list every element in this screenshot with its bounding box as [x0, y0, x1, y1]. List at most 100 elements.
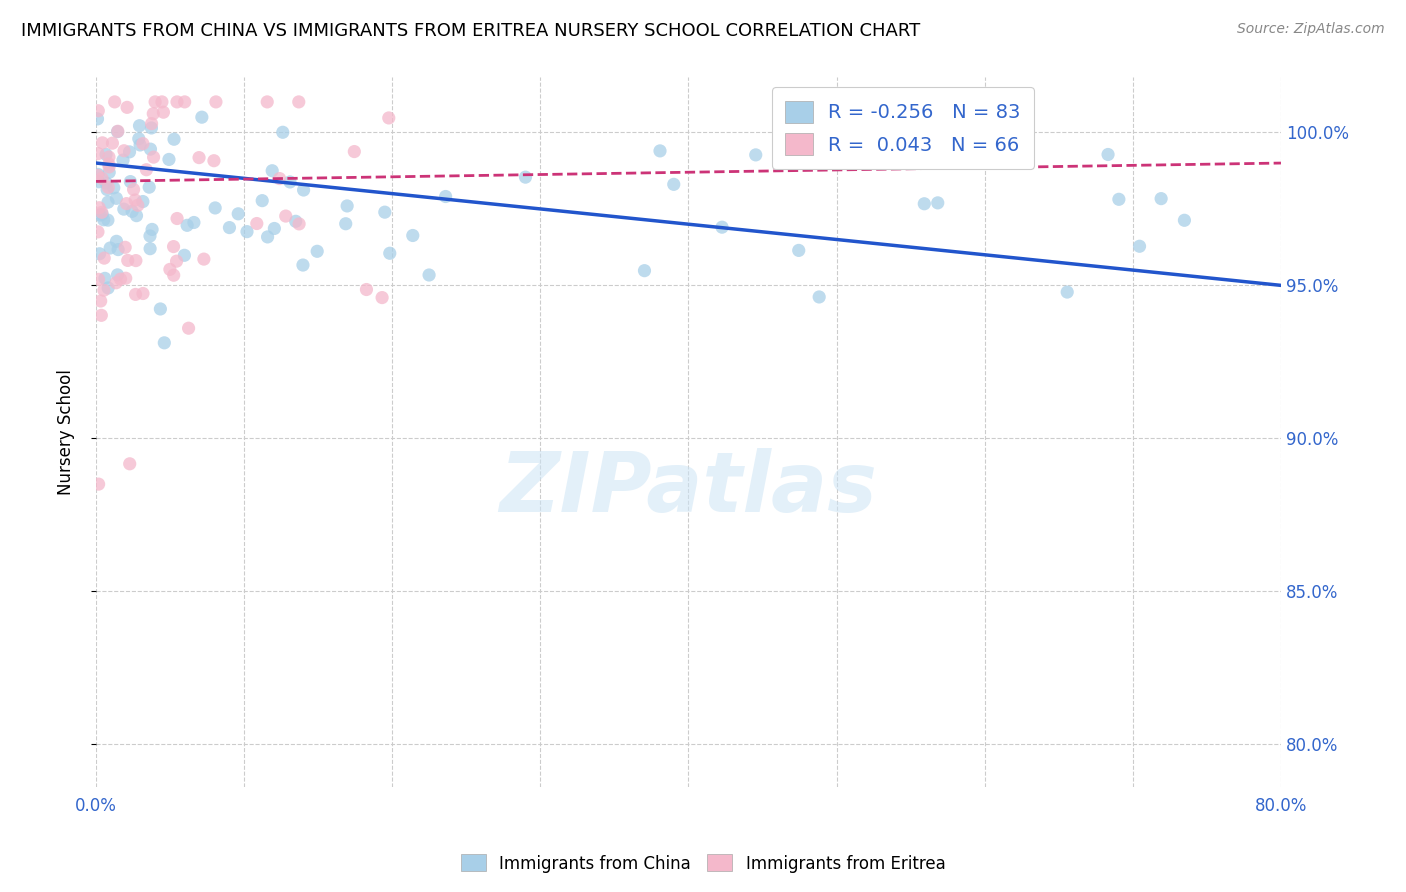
- Point: [515, 170, 537, 185]
- Point: [336, 199, 359, 213]
- Point: [256, 230, 278, 244]
- Point: [418, 268, 440, 282]
- Point: [1128, 239, 1150, 253]
- Point: [90, 205, 112, 219]
- Text: ZIPatlas: ZIPatlas: [499, 449, 877, 529]
- Point: [97, 150, 120, 164]
- Point: [91, 207, 114, 221]
- Point: [378, 111, 401, 125]
- Point: [118, 457, 141, 471]
- Point: [132, 194, 155, 209]
- Point: [107, 125, 129, 139]
- Point: [105, 276, 128, 290]
- Point: [374, 205, 396, 219]
- Point: [105, 191, 128, 205]
- Point: [103, 181, 125, 195]
- Point: [139, 242, 162, 256]
- Point: [124, 193, 146, 207]
- Point: [97, 213, 120, 227]
- Point: [91, 171, 114, 186]
- Point: [157, 153, 180, 167]
- Point: [288, 95, 311, 109]
- Point: [127, 198, 149, 212]
- Point: [125, 209, 148, 223]
- Point: [87, 146, 110, 161]
- Point: [183, 215, 205, 229]
- Point: [107, 243, 129, 257]
- Point: [292, 183, 315, 197]
- Point: [1056, 285, 1078, 299]
- Point: [402, 228, 425, 243]
- Point: [86, 169, 108, 183]
- Point: [90, 293, 112, 308]
- Point: [122, 182, 145, 196]
- Point: [114, 240, 136, 254]
- Point: [250, 194, 273, 208]
- Point: [205, 95, 228, 109]
- Point: [1173, 213, 1195, 227]
- Point: [139, 142, 162, 156]
- Point: [142, 106, 165, 120]
- Point: [159, 262, 181, 277]
- Point: [808, 290, 831, 304]
- Point: [94, 176, 117, 190]
- Point: [132, 286, 155, 301]
- Point: [87, 272, 110, 286]
- Point: [124, 287, 146, 301]
- Legend: R = -0.256   N = 83, R =  0.043   N = 66: R = -0.256 N = 83, R = 0.043 N = 66: [772, 87, 1035, 169]
- Point: [89, 201, 111, 215]
- Point: [107, 124, 129, 138]
- Point: [269, 171, 291, 186]
- Point: [284, 214, 307, 228]
- Point: [166, 211, 188, 226]
- Point: [141, 120, 163, 135]
- Point: [87, 103, 110, 118]
- Point: [1108, 192, 1130, 206]
- Point: [343, 145, 366, 159]
- Text: Source: ZipAtlas.com: Source: ZipAtlas.com: [1237, 22, 1385, 37]
- Point: [143, 95, 166, 109]
- Point: [648, 144, 671, 158]
- Point: [105, 235, 128, 249]
- Point: [153, 335, 176, 350]
- Point: [434, 189, 457, 203]
- Point: [246, 217, 269, 231]
- Point: [128, 119, 150, 133]
- Point: [163, 132, 186, 146]
- Point: [291, 258, 314, 272]
- Point: [121, 204, 143, 219]
- Point: [87, 225, 110, 239]
- Point: [125, 253, 148, 268]
- Point: [150, 95, 173, 109]
- Point: [87, 175, 110, 189]
- Point: [120, 175, 142, 189]
- Point: [93, 212, 115, 227]
- Point: [633, 263, 655, 277]
- Point: [115, 100, 138, 114]
- Point: [1150, 192, 1173, 206]
- Point: [129, 138, 152, 153]
- Point: [104, 95, 127, 109]
- Point: [141, 222, 163, 236]
- Point: [278, 175, 301, 189]
- Point: [93, 251, 115, 265]
- Point: [288, 217, 311, 231]
- Point: [662, 178, 685, 192]
- Point: [87, 168, 110, 182]
- Point: [138, 180, 160, 194]
- Point: [97, 180, 120, 194]
- Point: [101, 136, 124, 150]
- Point: [107, 268, 129, 282]
- Point: [142, 150, 165, 164]
- Point: [118, 145, 141, 159]
- Point: [307, 244, 329, 259]
- Point: [94, 147, 117, 161]
- Point: [262, 163, 284, 178]
- Point: [89, 208, 111, 222]
- Point: [371, 291, 394, 305]
- Point: [711, 220, 734, 235]
- Point: [1097, 147, 1119, 161]
- Point: [162, 239, 184, 253]
- Point: [912, 196, 935, 211]
- Point: [173, 248, 195, 262]
